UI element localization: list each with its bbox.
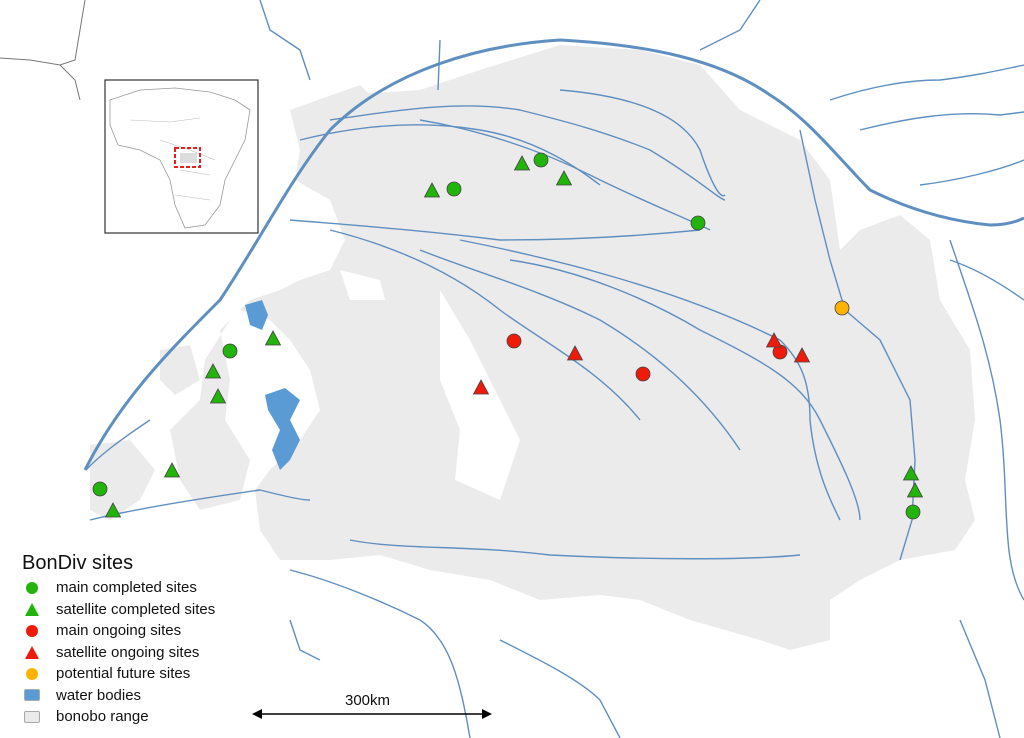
legend-item: main ongoing sites (22, 620, 215, 642)
potential-future-sites (834, 300, 850, 316)
legend: BonDiv sites main completed sites satelli… (22, 552, 215, 728)
legend-item: bonobo range (22, 706, 215, 728)
legend-label: main completed sites (56, 579, 197, 597)
sites (92, 152, 924, 520)
site-marker[interactable] (635, 366, 651, 382)
water-bodies (245, 300, 300, 470)
legend-label: satellite ongoing sites (56, 643, 200, 661)
site-marker[interactable] (834, 300, 850, 316)
site-marker[interactable] (566, 345, 584, 361)
main-ongoing-sites (506, 333, 788, 382)
legend-item: water bodies (22, 685, 215, 707)
circle-icon (26, 667, 38, 680)
legend-title: BonDiv sites (22, 552, 134, 574)
legend-item: potential future sites (22, 663, 215, 685)
country-borders (0, 0, 86, 101)
site-marker[interactable] (506, 333, 522, 349)
satellite-ongoing-sites (472, 332, 811, 395)
rivers (83, 0, 1024, 738)
satellite-completed-sites (104, 155, 924, 518)
circle-icon (26, 624, 38, 637)
circle-icon (26, 581, 38, 594)
site-marker[interactable] (446, 181, 462, 197)
site-marker[interactable] (513, 155, 531, 171)
swatch-icon (24, 710, 40, 723)
site-marker[interactable] (423, 182, 441, 198)
site-marker[interactable] (209, 388, 227, 404)
site-marker[interactable] (533, 152, 549, 168)
site-marker[interactable] (902, 465, 920, 481)
legend-label: bonobo range (56, 708, 149, 726)
site-marker[interactable] (690, 215, 706, 231)
scale-bar-label: 300km (345, 692, 391, 709)
legend-label: potential future sites (56, 665, 191, 683)
site-marker[interactable] (163, 462, 181, 478)
site-marker[interactable] (906, 482, 924, 498)
legend-item: satellite ongoing sites (22, 642, 215, 664)
swatch-icon (24, 689, 40, 702)
africa-locator-inset (104, 79, 259, 234)
site-marker[interactable] (104, 502, 122, 518)
site-marker[interactable] (793, 347, 811, 363)
legend-label: satellite completed sites (56, 600, 216, 618)
scale-bar (252, 709, 492, 719)
legend-item: satellite completed sites (22, 599, 215, 621)
site-marker[interactable] (555, 170, 573, 186)
bonobo-range (90, 45, 975, 650)
legend-label: main ongoing sites (56, 622, 182, 640)
legend-item: main completed sites (22, 577, 215, 599)
site-marker[interactable] (905, 504, 921, 520)
site-marker[interactable] (204, 363, 222, 379)
main-completed-sites (92, 152, 921, 520)
legend-label: water bodies (56, 686, 142, 704)
triangle-icon (25, 602, 39, 616)
site-marker[interactable] (222, 343, 238, 359)
site-marker[interactable] (472, 379, 490, 395)
triangle-icon (25, 645, 39, 659)
site-marker[interactable] (765, 332, 783, 348)
site-marker[interactable] (92, 481, 108, 497)
site-marker[interactable] (264, 330, 282, 346)
